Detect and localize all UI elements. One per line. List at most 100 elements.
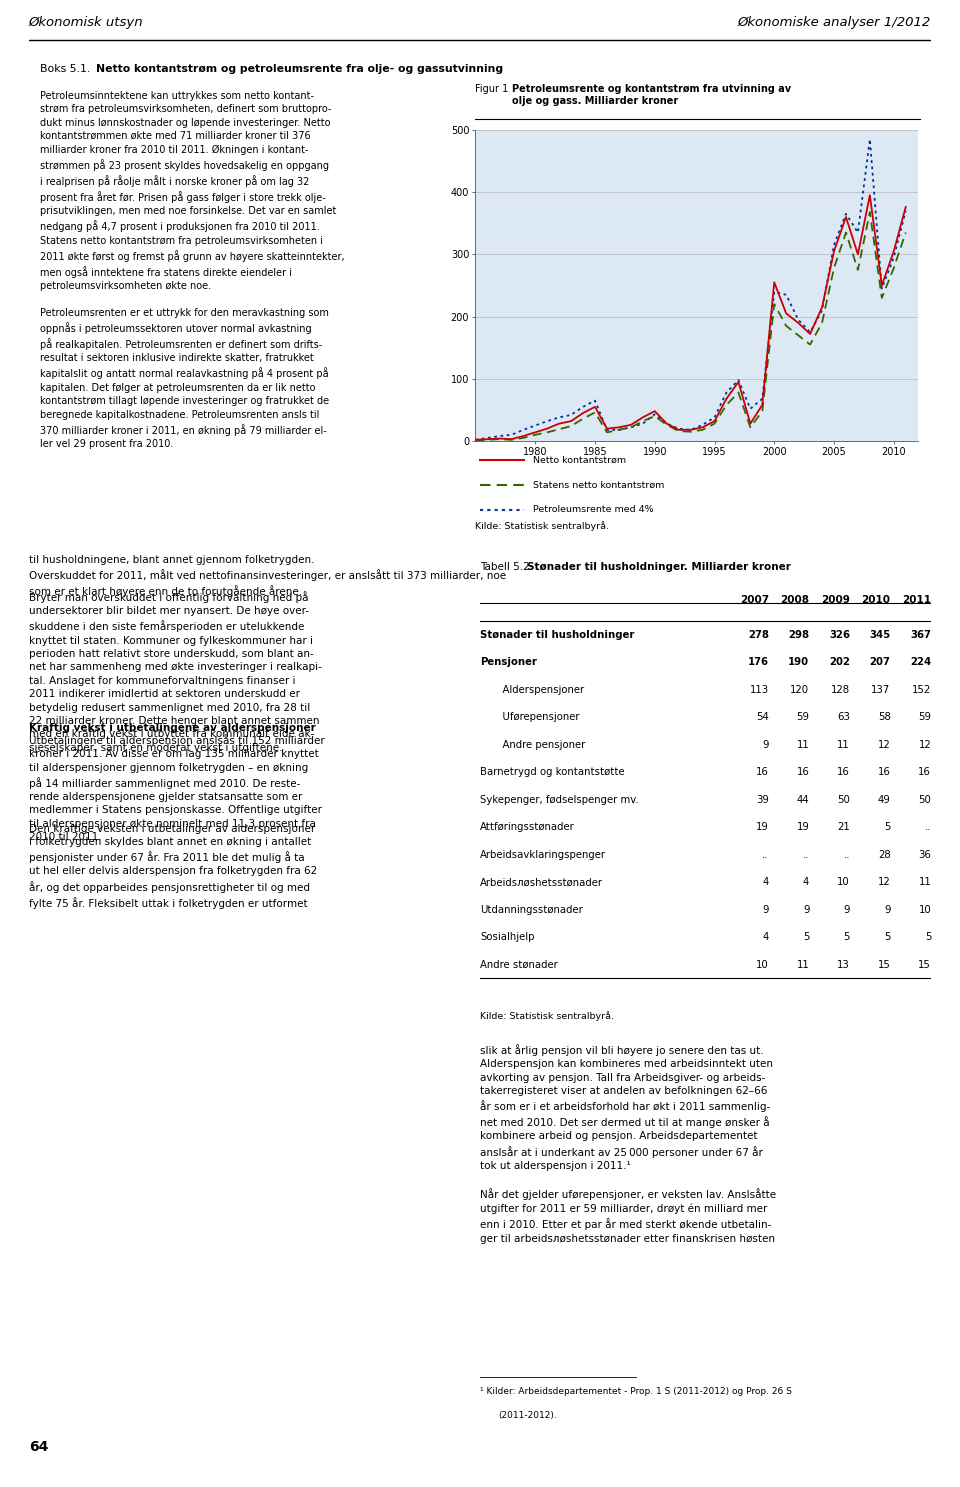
Text: 19: 19 <box>797 822 809 833</box>
Text: 16: 16 <box>877 767 891 778</box>
Text: 10: 10 <box>919 904 931 915</box>
Text: slik at årlig pensjon vil bli høyere jo senere den tas ut.
Alderspensjon kan kom: slik at årlig pensjon vil bli høyere jo … <box>480 1044 776 1243</box>
Text: Petroleumsrente og kontantstrøm fra utvinning av
olje og gass. Milliarder kroner: Petroleumsrente og kontantstrøm fra utvi… <box>512 83 791 107</box>
Text: Sosialhjelp: Sosialhjelp <box>480 932 535 943</box>
Text: Bryter man overskuddet i offentlig forvaltning ned på
undersektorer blir bildet : Bryter man overskuddet i offentlig forva… <box>29 590 322 752</box>
Text: 202: 202 <box>829 657 850 668</box>
Text: Petroleumsinntektene kan uttrykkes som netto kontant-
strøm fra petroleumsvirkso: Petroleumsinntektene kan uttrykkes som n… <box>39 91 345 449</box>
Text: 4: 4 <box>762 932 769 943</box>
Text: Kilde: Statistisk sentralbyrå.: Kilde: Statistisk sentralbyrå. <box>475 520 610 531</box>
Text: Boks 5.1.: Boks 5.1. <box>39 64 93 74</box>
Text: 5: 5 <box>884 932 891 943</box>
Text: (2011-2012).: (2011-2012). <box>498 1411 557 1420</box>
Text: Attføringsstønader: Attføringsstønader <box>480 822 575 833</box>
Text: 4: 4 <box>803 877 809 888</box>
Text: 9: 9 <box>844 904 850 915</box>
Text: 2008: 2008 <box>780 595 809 605</box>
Text: 10: 10 <box>837 877 850 888</box>
Text: 224: 224 <box>910 657 931 668</box>
Text: 5: 5 <box>924 932 931 943</box>
Text: 5: 5 <box>803 932 809 943</box>
Text: ¹ Kilder: Arbeidsdepartementet - Prop. 1 S (2011-2012) og Prop. 26 S: ¹ Kilder: Arbeidsdepartementet - Prop. 1… <box>480 1387 792 1396</box>
Text: 16: 16 <box>919 767 931 778</box>
Text: 54: 54 <box>756 712 769 723</box>
Text: 39: 39 <box>756 794 769 804</box>
Text: 36: 36 <box>919 849 931 859</box>
Text: Andre stønader: Andre stønader <box>480 959 558 970</box>
Text: ..: .. <box>803 849 809 859</box>
Text: 2011: 2011 <box>902 595 931 605</box>
Text: til husholdningene, blant annet gjennom folketrygden.
Overskuddet for 2011, målt: til husholdningene, blant annet gjennom … <box>29 555 506 596</box>
Text: 16: 16 <box>797 767 809 778</box>
Text: Sykepenger, fødselspenger mv.: Sykepenger, fødselspenger mv. <box>480 794 638 804</box>
Text: 63: 63 <box>837 712 850 723</box>
Text: Arbeidsлøshetsstønader: Arbeidsлøshetsstønader <box>480 877 603 888</box>
Text: Stønader til husholdninger. Milliarder kroner: Stønader til husholdninger. Milliarder k… <box>527 562 791 572</box>
Text: 9: 9 <box>884 904 891 915</box>
Text: 19: 19 <box>756 822 769 833</box>
Text: 28: 28 <box>877 849 891 859</box>
Text: Tabell 5.2.: Tabell 5.2. <box>480 562 537 572</box>
Text: Netto kontantstrøm: Netto kontantstrøm <box>533 455 626 464</box>
Text: 2009: 2009 <box>821 595 850 605</box>
Text: 64: 64 <box>29 1439 48 1454</box>
Text: 5: 5 <box>844 932 850 943</box>
Text: 345: 345 <box>870 629 891 639</box>
Text: Kilde: Statistisk sentralbyrå.: Kilde: Statistisk sentralbyrå. <box>480 1011 614 1022</box>
Text: Stønader til husholdninger: Stønader til husholdninger <box>480 629 635 639</box>
Text: 207: 207 <box>870 657 891 668</box>
Text: 11: 11 <box>797 739 809 749</box>
Text: Pensjoner: Pensjoner <box>480 657 537 668</box>
Text: 21: 21 <box>837 822 850 833</box>
Text: 5: 5 <box>884 822 891 833</box>
Text: 9: 9 <box>762 904 769 915</box>
Text: 9: 9 <box>803 904 809 915</box>
Text: Statens netto kontantstrøm: Statens netto kontantstrøm <box>533 480 664 489</box>
Text: 15: 15 <box>877 959 891 970</box>
Text: 2007: 2007 <box>739 595 769 605</box>
Text: 278: 278 <box>748 629 769 639</box>
Text: Utdanningsstønader: Utdanningsstønader <box>480 904 583 915</box>
Text: Netto kontantstrøm og petroleumsrente fra olje- og gassutvinning: Netto kontantstrøm og petroleumsrente fr… <box>96 64 504 74</box>
Text: Petroleumsrente med 4%: Petroleumsrente med 4% <box>533 506 654 515</box>
Text: 10: 10 <box>756 959 769 970</box>
Text: 11: 11 <box>919 877 931 888</box>
Text: 137: 137 <box>872 684 891 694</box>
Text: 13: 13 <box>837 959 850 970</box>
Text: Arbeidsavklaringspenger: Arbeidsavklaringspenger <box>480 849 606 859</box>
Text: 298: 298 <box>788 629 809 639</box>
Text: Utbetalingene til alderspensjon anslsås til 152 milliarder
kroner i 2011. Av dis: Utbetalingene til alderspensjon anslsås … <box>29 735 324 842</box>
Text: 152: 152 <box>912 684 931 694</box>
Text: 16: 16 <box>837 767 850 778</box>
Text: 12: 12 <box>877 739 891 749</box>
Text: Figur 1: Figur 1 <box>475 83 512 94</box>
Text: 50: 50 <box>837 794 850 804</box>
Text: 326: 326 <box>829 629 850 639</box>
Text: Økonomiske analyser 1/2012: Økonomiske analyser 1/2012 <box>738 16 931 28</box>
Text: 59: 59 <box>918 712 931 723</box>
Text: 15: 15 <box>919 959 931 970</box>
Text: 50: 50 <box>919 794 931 804</box>
Text: 16: 16 <box>756 767 769 778</box>
Text: 120: 120 <box>790 684 809 694</box>
Text: ..: .. <box>844 849 850 859</box>
Text: 128: 128 <box>830 684 850 694</box>
Text: 12: 12 <box>919 739 931 749</box>
Text: 2010: 2010 <box>861 595 891 605</box>
Text: Andre pensjoner: Andre pensjoner <box>495 739 585 749</box>
Text: 59: 59 <box>797 712 809 723</box>
Text: Uførepensjoner: Uførepensjoner <box>495 712 579 723</box>
Text: 12: 12 <box>877 877 891 888</box>
Text: 113: 113 <box>750 684 769 694</box>
Text: 9: 9 <box>762 739 769 749</box>
Text: Kraftig vekst i utbetalingene av alderspensjoner: Kraftig vekst i utbetalingene av aldersp… <box>29 723 316 733</box>
Text: 367: 367 <box>910 629 931 639</box>
Text: 44: 44 <box>797 794 809 804</box>
Text: 176: 176 <box>748 657 769 668</box>
Text: Økonomisk utsyn: Økonomisk utsyn <box>29 16 143 28</box>
Text: 11: 11 <box>837 739 850 749</box>
Text: 49: 49 <box>877 794 891 804</box>
Text: 11: 11 <box>797 959 809 970</box>
Text: ..: .. <box>762 849 769 859</box>
Text: 190: 190 <box>788 657 809 668</box>
